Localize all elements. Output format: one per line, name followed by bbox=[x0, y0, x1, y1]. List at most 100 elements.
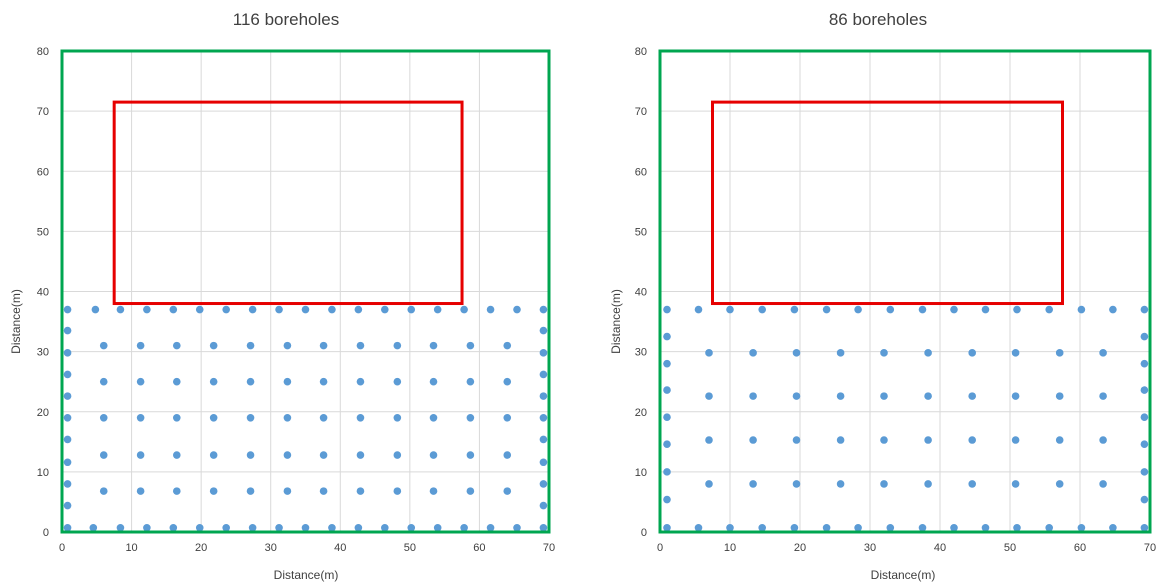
borehole-point bbox=[663, 440, 671, 449]
y-tick-label: 0 bbox=[641, 527, 647, 539]
borehole-point bbox=[663, 523, 671, 532]
borehole-point bbox=[1140, 305, 1149, 314]
borehole-point bbox=[968, 480, 976, 488]
borehole-point bbox=[663, 386, 671, 394]
x-tick-label: 30 bbox=[265, 542, 277, 554]
borehole-point bbox=[1109, 523, 1117, 532]
borehole-point bbox=[918, 305, 927, 314]
borehole-point bbox=[63, 413, 72, 422]
borehole-point bbox=[968, 349, 976, 357]
borehole-point bbox=[319, 413, 328, 422]
borehole-point bbox=[209, 487, 218, 495]
borehole-point bbox=[407, 523, 416, 532]
borehole-point bbox=[539, 458, 548, 467]
borehole-point bbox=[1077, 523, 1086, 532]
borehole-point bbox=[792, 349, 801, 357]
borehole-point bbox=[1140, 359, 1149, 368]
borehole-series bbox=[663, 305, 1149, 314]
site-boundary bbox=[60, 49, 551, 534]
borehole-point bbox=[539, 523, 548, 532]
borehole-point bbox=[663, 413, 671, 421]
borehole-point bbox=[792, 436, 801, 444]
borehole-point bbox=[248, 523, 257, 532]
borehole-point bbox=[393, 377, 402, 386]
borehole-point bbox=[209, 341, 218, 350]
borehole-point bbox=[924, 392, 932, 400]
borehole-point bbox=[169, 305, 178, 314]
borehole-point bbox=[172, 377, 181, 386]
borehole-point bbox=[319, 377, 328, 386]
x-axis-label: Distance(m) bbox=[274, 568, 339, 582]
y-axis-label: Distance(m) bbox=[9, 289, 23, 354]
borehole-point bbox=[792, 392, 801, 400]
borehole-point bbox=[354, 523, 363, 532]
borehole-point bbox=[694, 305, 703, 314]
borehole-point bbox=[539, 413, 548, 422]
borehole-point bbox=[1013, 305, 1021, 314]
chart-title: 116 boreholes bbox=[233, 10, 340, 29]
borehole-point bbox=[246, 451, 255, 459]
borehole-series bbox=[694, 523, 1117, 532]
borehole-point bbox=[663, 359, 671, 368]
y-tick-label: 70 bbox=[37, 106, 49, 118]
borehole-point bbox=[209, 451, 218, 459]
borehole-point bbox=[854, 523, 862, 532]
borehole-point bbox=[663, 332, 671, 341]
borehole-series bbox=[63, 523, 548, 532]
borehole-point bbox=[283, 487, 292, 495]
borehole-series bbox=[705, 480, 1107, 488]
borehole-point bbox=[981, 523, 990, 532]
borehole-point bbox=[503, 377, 512, 386]
x-tick-label: 40 bbox=[334, 542, 346, 554]
borehole-point bbox=[466, 451, 475, 459]
borehole-point bbox=[99, 377, 108, 386]
borehole-point bbox=[1055, 392, 1064, 400]
borehole-point bbox=[143, 523, 151, 532]
borehole-point bbox=[63, 370, 72, 379]
borehole-point bbox=[513, 305, 521, 314]
borehole-point bbox=[836, 392, 845, 400]
borehole-point bbox=[356, 413, 365, 422]
borehole-point bbox=[1011, 480, 1020, 488]
borehole-point bbox=[1055, 349, 1064, 357]
borehole-point bbox=[663, 468, 671, 476]
borehole-point bbox=[1140, 332, 1149, 341]
borehole-point bbox=[950, 305, 958, 314]
borehole-series bbox=[99, 451, 512, 459]
borehole-point bbox=[356, 341, 365, 350]
borehole-point bbox=[63, 326, 72, 335]
borehole-point bbox=[319, 487, 328, 495]
borehole-point bbox=[1055, 436, 1064, 444]
borehole-point bbox=[99, 487, 108, 495]
borehole-point bbox=[246, 377, 255, 386]
borehole-point bbox=[248, 305, 257, 314]
borehole-point bbox=[513, 523, 521, 532]
borehole-point bbox=[429, 341, 438, 350]
borehole-point bbox=[116, 305, 125, 314]
borehole-point bbox=[63, 480, 72, 488]
borehole-point bbox=[195, 523, 204, 532]
borehole-point bbox=[1045, 305, 1053, 314]
borehole-point bbox=[880, 349, 888, 357]
borehole-point bbox=[195, 305, 204, 314]
y-tick-label: 60 bbox=[37, 166, 49, 178]
borehole-point bbox=[63, 523, 72, 532]
borehole-point bbox=[968, 436, 976, 444]
borehole-point bbox=[136, 377, 145, 386]
borehole-point bbox=[209, 413, 218, 422]
y-tick-label: 50 bbox=[635, 226, 647, 238]
borehole-point bbox=[924, 436, 932, 444]
borehole-series bbox=[705, 349, 1107, 357]
borehole-point bbox=[1140, 413, 1149, 421]
borehole-layout-plot-86: 0 10 20 30 40 50 60 70 0 10 20 30 40 50 60 70 80 86 boreh… bbox=[609, 10, 1156, 582]
chart-86-boreholes: 0 10 20 30 40 50 60 70 0 10 20 30 40 50 60 70 80 86 boreh… bbox=[598, 0, 1164, 584]
borehole-point bbox=[99, 413, 108, 422]
borehole-point bbox=[136, 451, 145, 459]
borehole-point bbox=[749, 480, 757, 488]
y-tick-label: 10 bbox=[635, 467, 647, 479]
borehole-layout-plot-116: 0 10 20 30 40 50 60 70 0 10 20 30 40 50 60 70 80 116 bore… bbox=[9, 10, 555, 582]
borehole-point bbox=[705, 436, 713, 444]
borehole-point bbox=[503, 413, 512, 422]
borehole-point bbox=[393, 341, 402, 350]
borehole-point bbox=[981, 305, 990, 314]
